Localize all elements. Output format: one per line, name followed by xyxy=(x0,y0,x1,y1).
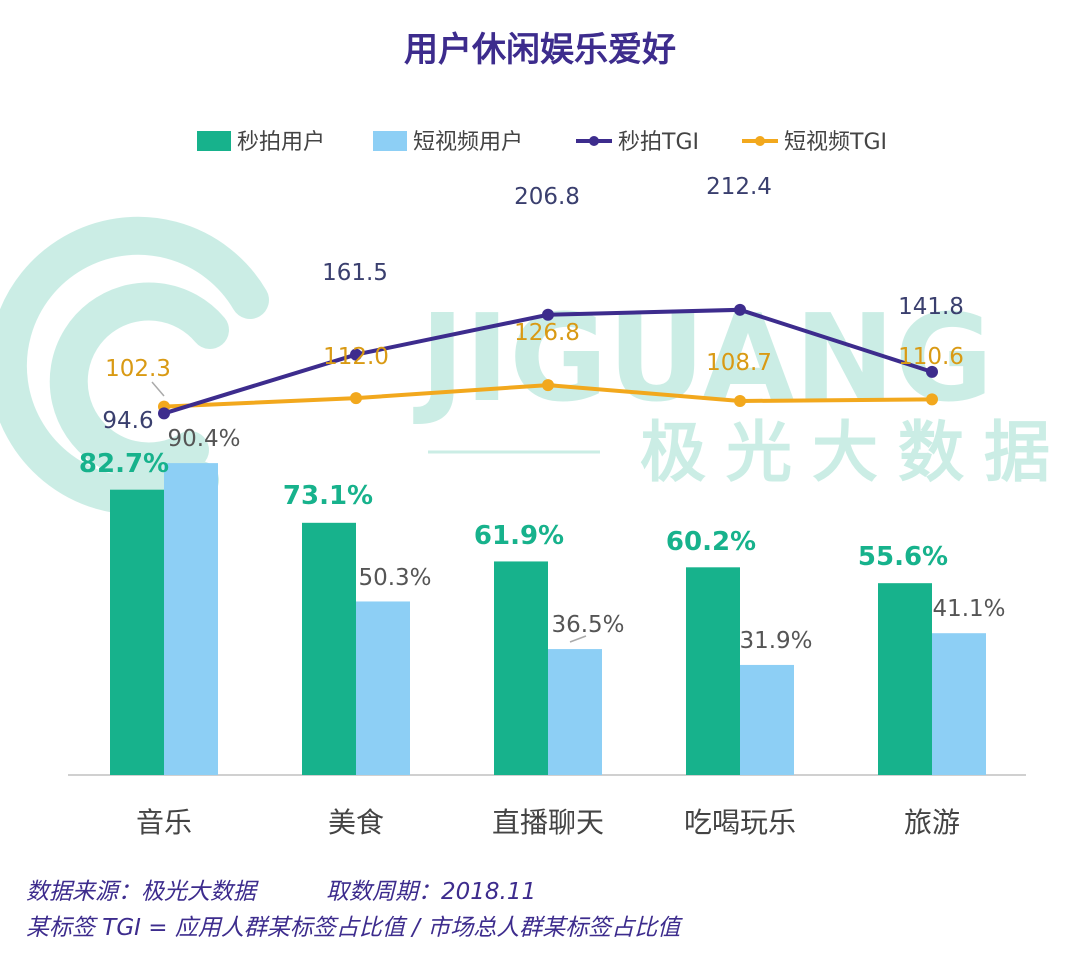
tgi-miaopai-point-1 xyxy=(350,348,362,361)
category-labels: 音乐 美食 直播聊天 吃喝玩乐 旅游 xyxy=(136,806,960,839)
category-label-3: 吃喝玩乐 xyxy=(684,806,796,839)
tgi-miaopai-point-0 xyxy=(158,407,170,420)
bar-label-shortvideo-4: 41.1% xyxy=(932,596,1005,622)
line-label-shortvideo-4: 110.6 xyxy=(898,344,964,370)
legend-swatch-0 xyxy=(197,131,231,151)
tgi-shortvideo-point-4 xyxy=(926,393,938,406)
line-label-miaopai-1: 161.5 xyxy=(322,260,388,286)
category-label-1: 美食 xyxy=(328,806,384,839)
bar-label-miaopai-1: 73.1% xyxy=(283,481,373,511)
watermark: JIGUANG 极光大数据 xyxy=(0,216,1070,515)
bar-label-shortvideo-3: 31.9% xyxy=(739,628,812,654)
leader-line-orange-0 xyxy=(151,381,165,397)
legend-marker-2 xyxy=(589,136,599,146)
footer: 数据来源：极光大数据 取数周期：2018.11 某标签 TGI = 应用人群某标签… xyxy=(26,874,680,946)
bars-layer xyxy=(110,463,986,775)
tgi-miaopai-point-4 xyxy=(926,365,938,378)
legend-label-2: 秒拍TGI xyxy=(618,130,699,155)
bar-label-miaopai-3: 60.2% xyxy=(666,527,756,557)
bar-miaopai-1 xyxy=(302,522,356,775)
line-label-shortvideo-1: 112.0 xyxy=(323,344,389,370)
bar-label-miaopai-4: 55.6% xyxy=(858,542,948,572)
line-label-shortvideo-0: 102.3 xyxy=(105,356,171,382)
leader-lines xyxy=(151,381,587,643)
legend-label-3: 短视频TGI xyxy=(784,130,887,155)
tgi-miaopai-point-2 xyxy=(542,308,554,321)
category-label-2: 直播聊天 xyxy=(492,806,604,839)
line-label-shortvideo-3: 108.7 xyxy=(706,350,772,376)
line-label-miaopai-2: 206.8 xyxy=(514,184,580,210)
footer-period: 取数周期：2018.11 xyxy=(326,879,537,905)
legend: 秒拍用户 短视频用户 秒拍TGI 短视频TGI xyxy=(197,130,887,155)
tgi-shortvideo-point-1 xyxy=(350,392,362,405)
bar-label-shortvideo-2: 36.5% xyxy=(551,612,624,638)
category-label-0: 音乐 xyxy=(136,806,192,839)
bar-label-miaopai-0: 82.7% xyxy=(79,449,169,479)
tgi-shortvideo-point-2 xyxy=(542,379,554,392)
bar-shortvideo-3 xyxy=(740,664,794,775)
labels-layer: 82.7% 73.1% 61.9% 60.2% 55.6% 90.4% 50.3% 36.5%… xyxy=(79,174,1006,654)
bar-shortvideo-2 xyxy=(548,649,602,775)
line-label-miaopai-0: 94.6 xyxy=(102,408,153,434)
bar-label-shortvideo-0: 90.4% xyxy=(167,426,240,452)
legend-marker-3 xyxy=(755,136,765,146)
lines-layer xyxy=(158,303,938,420)
bar-miaopai-3 xyxy=(686,567,740,775)
legend-swatch-1 xyxy=(373,131,407,151)
bar-shortvideo-4 xyxy=(932,633,986,775)
bar-miaopai-2 xyxy=(494,561,548,775)
leader-line-blue-2 xyxy=(569,635,587,643)
bar-label-shortvideo-1: 50.3% xyxy=(358,565,431,591)
line-label-miaopai-4: 141.8 xyxy=(898,294,964,320)
legend-label-1: 短视频用户 xyxy=(413,130,523,155)
line-label-shortvideo-2: 126.8 xyxy=(514,320,580,346)
line-label-miaopai-3: 212.4 xyxy=(706,174,772,200)
bar-miaopai-0 xyxy=(110,489,164,775)
tgi-shortvideo-point-3 xyxy=(734,395,746,408)
watermark-subtitle: 极光大数据 xyxy=(640,414,1070,491)
chart-title: 用户休闲娱乐爱好 xyxy=(404,30,676,70)
category-label-4: 旅游 xyxy=(904,806,960,839)
footer-source: 数据来源：极光大数据 xyxy=(26,879,256,905)
bar-label-miaopai-2: 61.9% xyxy=(474,521,564,551)
legend-label-0: 秒拍用户 xyxy=(237,130,325,155)
bar-shortvideo-0 xyxy=(164,463,218,775)
footer-note: 某标签 TGI = 应用人群某标签占比值 / 市场总人群某标签占比值 xyxy=(26,915,681,941)
bar-shortvideo-1 xyxy=(356,601,410,775)
bar-miaopai-4 xyxy=(878,583,932,775)
tgi-miaopai-point-3 xyxy=(734,303,746,316)
